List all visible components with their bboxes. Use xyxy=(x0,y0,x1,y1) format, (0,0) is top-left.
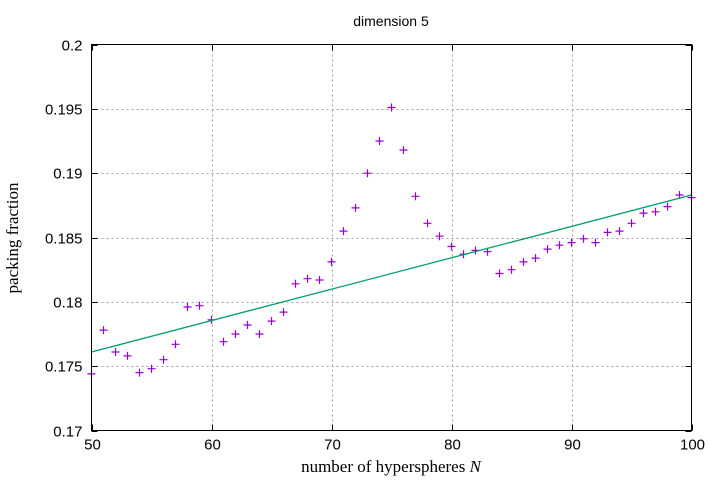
x-tick-label: 70 xyxy=(324,437,341,454)
data-point xyxy=(183,303,192,311)
data-point xyxy=(399,146,408,154)
data-point xyxy=(375,137,384,145)
data-point xyxy=(363,169,372,178)
x-tick-label: 80 xyxy=(444,437,461,454)
data-point xyxy=(603,228,612,237)
data-point xyxy=(231,330,240,338)
data-point xyxy=(339,227,348,236)
data-point xyxy=(327,257,336,266)
x-axis-label: number of hyperspheres N xyxy=(301,457,483,476)
data-point xyxy=(243,321,252,329)
data-point xyxy=(99,326,108,335)
data-point xyxy=(171,340,180,349)
x-tick-label: 90 xyxy=(564,437,581,454)
grid xyxy=(91,44,692,431)
data-point xyxy=(279,308,288,317)
x-tick-label: 100 xyxy=(680,437,705,454)
data-point xyxy=(591,238,600,247)
data-point xyxy=(387,103,396,112)
data-point xyxy=(435,232,444,241)
data-point xyxy=(555,241,564,250)
data-point xyxy=(651,207,660,216)
data-point xyxy=(507,265,516,274)
chart-title: dimension 5 xyxy=(353,13,429,29)
data-point xyxy=(411,192,420,201)
data-point xyxy=(219,337,228,346)
y-tick-label: 0.195 xyxy=(45,102,83,119)
data-point xyxy=(267,317,276,326)
data-point xyxy=(447,242,456,251)
y-axis-label: packing fraction xyxy=(3,182,22,293)
data-point xyxy=(351,203,360,212)
fit-line xyxy=(91,194,692,353)
y-tick-label: 0.18 xyxy=(53,295,82,312)
data-point xyxy=(531,254,540,263)
x-axis-label-text: number of hyperspheres xyxy=(301,457,465,476)
data-point xyxy=(147,364,156,373)
y-tick-label: 0.185 xyxy=(45,231,83,248)
x-tick-label: 60 xyxy=(204,437,221,454)
y-tick-label: 0.2 xyxy=(62,38,83,55)
data-point xyxy=(543,245,552,254)
data-point xyxy=(195,301,204,310)
data-point xyxy=(135,368,144,377)
data-point xyxy=(255,330,264,338)
data-point xyxy=(315,276,324,284)
data-point xyxy=(291,279,300,288)
data-point xyxy=(663,202,672,211)
data-point xyxy=(159,355,168,364)
data-point xyxy=(627,219,636,228)
data-point xyxy=(123,351,132,360)
data-point xyxy=(639,209,648,218)
data-point xyxy=(423,219,432,228)
data-point xyxy=(615,227,624,236)
data-point xyxy=(111,348,120,356)
y-tick-label: 0.19 xyxy=(53,166,82,183)
data-point xyxy=(579,234,588,243)
x-axis-label-var: N xyxy=(469,457,483,476)
y-tick-label: 0.175 xyxy=(45,359,83,376)
y-tick-label: 0.17 xyxy=(53,424,82,441)
x-tick-label: 50 xyxy=(84,437,101,454)
axis-ticks: 50 60 70 80 90 100 0.17 0.175 0.18 0.185 0.19 0.195… xyxy=(45,38,705,454)
data-point xyxy=(495,269,504,278)
data-point xyxy=(519,257,528,266)
plot-area xyxy=(87,103,696,378)
plot-frame xyxy=(91,44,692,431)
data-point xyxy=(567,238,576,247)
data-point xyxy=(303,274,312,283)
